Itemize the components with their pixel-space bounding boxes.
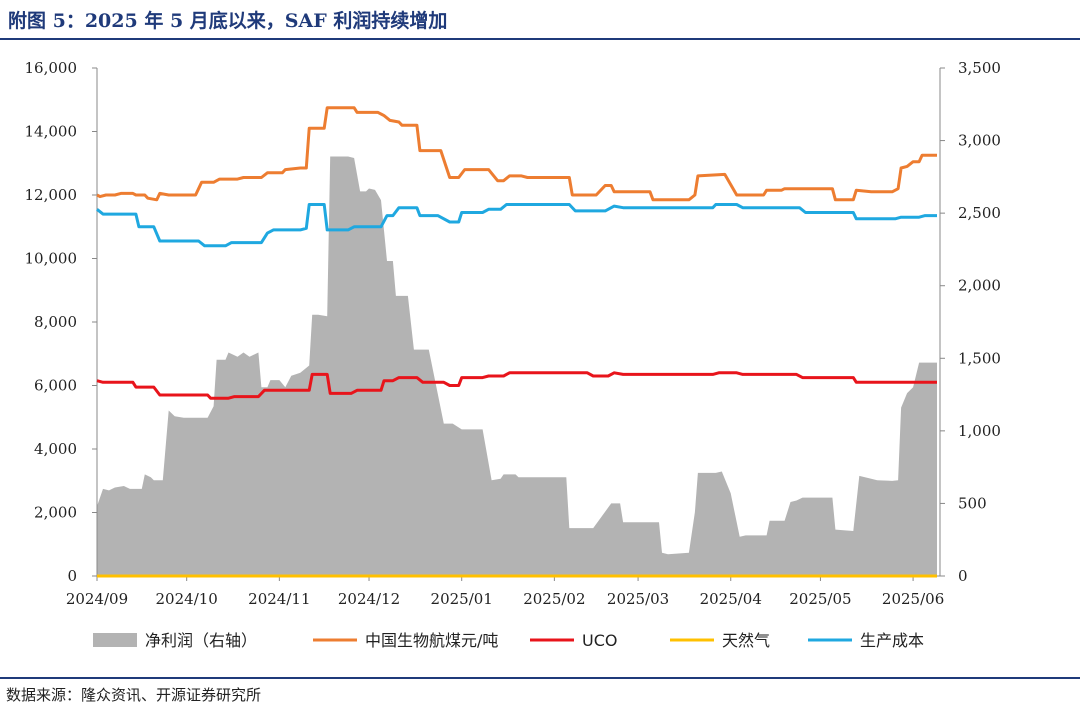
legend-natural-gas-label: 天然气 — [722, 631, 770, 650]
series-biojet-price-line — [96, 106, 937, 202]
x-tick-label: 2024/12 — [338, 590, 400, 608]
legend-net-profit-label: 净利润（右轴） — [145, 631, 257, 650]
legend: 净利润（右轴） 中国生物航煤元/吨 UCO 天然气 生产成本 — [93, 631, 924, 650]
x-tick-label: 2025/06 — [882, 590, 944, 608]
y-right-tick-label: 0 — [958, 567, 968, 585]
y-right-tick-label: 1,500 — [958, 349, 1001, 367]
title-rule — [0, 38, 1080, 40]
y-left-tick-label: 8,000 — [34, 313, 77, 331]
x-tick-label: 2024/10 — [156, 590, 218, 608]
x-tick-label: 2025/01 — [431, 590, 493, 608]
profit-area-layer — [97, 156, 937, 576]
legend-uco-label: UCO — [582, 631, 617, 650]
legend-net-profit-swatch — [93, 633, 137, 647]
tick-labels: 0 2,000 4,000 6,000 8,000 10,000 12,000 14,000 1… — [25, 59, 1001, 608]
y-right-tick-label: 1,000 — [958, 422, 1001, 440]
series-production-cost-line — [96, 203, 937, 248]
y-right-tick-label: 500 — [958, 494, 987, 512]
chart: 0 2,000 4,000 6,000 8,000 10,000 12,000 14,000 1… — [25, 59, 1001, 650]
x-tick-label: 2024/11 — [248, 590, 310, 608]
y-right-tick-label: 2,000 — [958, 277, 1001, 295]
y-left-tick-label: 14,000 — [25, 123, 78, 141]
series-uco-line — [96, 371, 937, 400]
x-tick-label: 2025/03 — [607, 590, 669, 608]
line-series-layer — [96, 106, 937, 578]
x-tick-label: 2025/05 — [789, 590, 851, 608]
y-left-tick-label: 0 — [67, 567, 77, 585]
y-left-tick-label: 6,000 — [34, 377, 77, 395]
figure-title: 附图 5：2025 年 5 月底以来，SAF 利润持续增加 — [8, 10, 448, 32]
y-left-tick-label: 12,000 — [25, 186, 78, 204]
x-tick-label: 2025/02 — [523, 590, 585, 608]
data-source: 数据来源：隆众资讯、开源证券研究所 — [6, 686, 262, 704]
y-left-tick-label: 2,000 — [34, 504, 77, 522]
x-tick-label: 2025/04 — [700, 590, 762, 608]
legend-biojet-price-label: 中国生物航煤元/吨 — [365, 631, 498, 650]
y-right-tick-label: 3,500 — [958, 59, 1001, 77]
legend-production-cost-label: 生产成本 — [860, 631, 924, 650]
y-left-tick-label: 10,000 — [25, 250, 78, 268]
y-right-tick-label: 3,000 — [958, 132, 1001, 150]
x-tick-label: 2024/09 — [66, 590, 128, 608]
y-right-tick-label: 2,500 — [958, 204, 1001, 222]
y-left-tick-label: 4,000 — [34, 440, 77, 458]
y-left-tick-label: 16,000 — [25, 59, 78, 77]
series-net-profit-area — [97, 156, 937, 576]
footer-rule — [0, 677, 1080, 679]
